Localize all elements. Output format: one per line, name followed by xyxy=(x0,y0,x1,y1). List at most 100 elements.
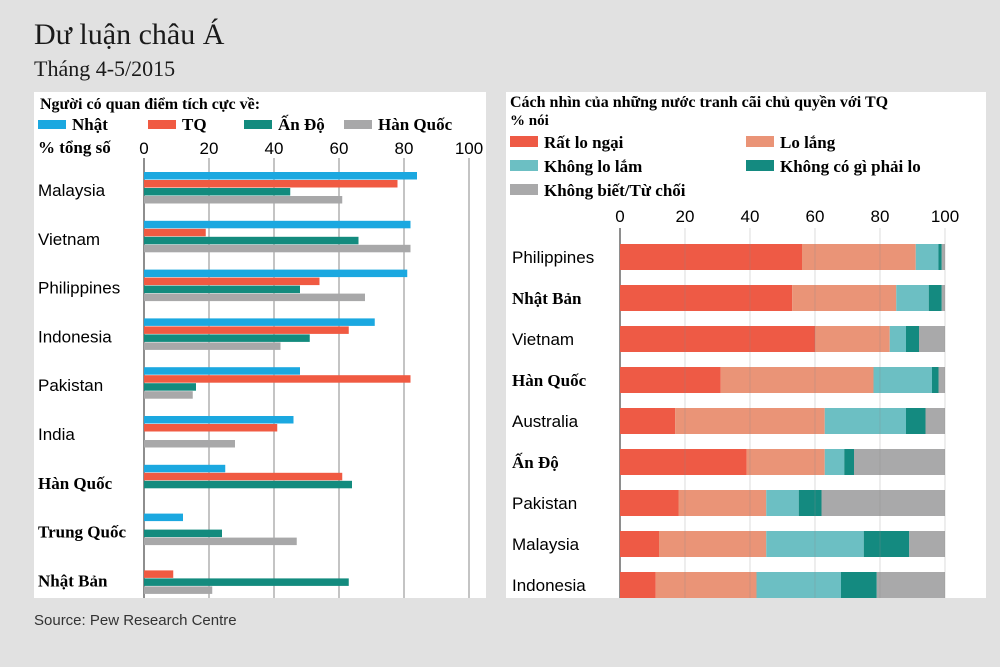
bar-indonesia-nhat xyxy=(144,318,375,326)
legend-label-rat-lo-ngai: Rất lo ngại xyxy=(544,133,624,152)
bar-malaysia-nhat xyxy=(144,172,417,180)
bar-vietnam-han-quoc xyxy=(144,244,411,253)
bar-trung-quoc-nhat xyxy=(144,513,183,522)
category-label: Philippines xyxy=(38,279,120,298)
bar-philippines-an-do xyxy=(144,285,300,294)
bar-australia-khong-lo-lam xyxy=(824,408,906,434)
favorability-chart: Người có quan điểm tích cực về: % tổng s… xyxy=(34,92,486,598)
category-label: Nhật Bản xyxy=(512,289,582,308)
bar-malaysia-tq xyxy=(144,180,398,188)
category-label: Hàn Quốc xyxy=(38,474,113,493)
x-tick-label: 60 xyxy=(806,207,825,226)
bar-an-do-khong-lo-lam xyxy=(824,449,845,475)
bar-an-do-khong-biet-tu-choi xyxy=(854,449,945,475)
category-label: Hàn Quốc xyxy=(512,371,587,390)
legend-swatch-khong-biet-tu-choi xyxy=(510,184,538,195)
legend-label-lo-lang: Lo lắng xyxy=(780,133,836,152)
x-tick-label: 0 xyxy=(615,207,624,226)
territorial-dispute-chart: Cách nhìn của những nước tranh cãi chủ q… xyxy=(506,92,986,598)
x-tick-label: 20 xyxy=(676,207,695,226)
category-label: Nhật Bản xyxy=(38,571,108,590)
bar-indonesia-khong-biet-tu-choi xyxy=(876,572,945,598)
legend-swatch-rat-lo-ngai xyxy=(510,136,538,147)
bar-trung-quoc-an-do xyxy=(144,529,222,538)
bar-vietnam-lo-lang xyxy=(815,326,890,352)
bar-vietnam-rat-lo-ngai xyxy=(620,326,815,352)
bar-pakistan-khong-biet-tu-choi xyxy=(821,490,945,516)
x-axis-label: % nói xyxy=(510,113,549,129)
bar-han-quoc-rat-lo-ngai xyxy=(620,367,721,393)
category-label: Vietnam xyxy=(38,230,100,249)
bar-philippines-nhat xyxy=(144,269,408,278)
category-label: Malaysia xyxy=(38,181,106,200)
bar-vietnam-nhat xyxy=(144,220,411,229)
legend-swatch-khong-lo-lam xyxy=(510,160,538,171)
legend-swatch-an-do xyxy=(244,120,272,129)
bar-philippines-tq xyxy=(144,277,320,286)
legend-label-khong-biet-tu-choi: Không biết/Từ chối xyxy=(544,181,686,200)
bar-an-do-khong-co-gi-phai-lo xyxy=(844,449,854,475)
legend-swatch-nhat xyxy=(38,120,66,129)
x-axis-label: % tổng số xyxy=(38,138,111,157)
category-label: Philippines xyxy=(512,248,594,267)
bar-malaysia-han-quoc xyxy=(144,196,343,204)
x-tick-label: 40 xyxy=(265,139,284,158)
category-label: Australia xyxy=(512,412,579,431)
bar-han-quoc-khong-lo-lam xyxy=(873,367,932,393)
chart-title: Cách nhìn của những nước tranh cãi chủ q… xyxy=(510,94,888,111)
bar-india-han-quoc xyxy=(144,440,235,448)
bar-nhat-ban-an-do xyxy=(144,578,349,586)
bar-philippines-han-quoc xyxy=(144,293,365,302)
bar-philippines-rat-lo-ngai xyxy=(620,244,802,270)
bar-han-quoc-an-do xyxy=(144,480,352,489)
x-tick-label: 0 xyxy=(139,139,148,158)
bar-nhat-ban-rat-lo-ngai xyxy=(620,285,793,311)
x-tick-label: 80 xyxy=(395,139,414,158)
bar-vietnam-khong-biet-tu-choi xyxy=(919,326,945,352)
bar-vietnam-khong-co-gi-phai-lo xyxy=(906,326,919,352)
bar-han-quoc-lo-lang xyxy=(720,367,874,393)
x-tick-label: 100 xyxy=(931,207,959,226)
bar-han-quoc-khong-biet-tu-choi xyxy=(938,367,945,393)
legend-label-nhat: Nhật xyxy=(72,115,108,134)
x-tick-label: 100 xyxy=(455,139,483,158)
bar-indonesia-han-quoc xyxy=(144,342,281,350)
bar-nhat-ban-tq xyxy=(144,570,174,578)
bar-malaysia-khong-biet-tu-choi xyxy=(909,531,945,557)
bar-pakistan-lo-lang xyxy=(678,490,767,516)
bar-indonesia-khong-co-gi-phai-lo xyxy=(841,572,877,598)
category-label: Pakistan xyxy=(512,494,577,513)
bar-nhat-ban-lo-lang xyxy=(792,285,897,311)
bar-vietnam-tq xyxy=(144,228,206,237)
bar-han-quoc-tq xyxy=(144,472,343,481)
bar-philippines-khong-biet-tu-choi xyxy=(941,244,945,270)
category-label: Trung Quốc xyxy=(38,523,126,542)
bar-han-quoc-nhat xyxy=(144,464,226,473)
bar-indonesia-rat-lo-ngai xyxy=(620,572,656,598)
bar-vietnam-khong-lo-lam xyxy=(889,326,906,352)
bar-trung-quoc-han-quoc xyxy=(144,537,297,546)
legend-label-an-do: Ấn Độ xyxy=(278,115,325,134)
bar-pakistan-nhat xyxy=(144,367,300,375)
bar-pakistan-han-quoc xyxy=(144,391,193,399)
x-tick-label: 60 xyxy=(330,139,349,158)
category-label: Indonesia xyxy=(38,327,112,346)
bar-australia-khong-co-gi-phai-lo xyxy=(906,408,926,434)
category-label: Indonesia xyxy=(512,576,586,595)
bar-indonesia-lo-lang xyxy=(655,572,757,598)
bar-malaysia-khong-co-gi-phai-lo xyxy=(863,531,910,557)
bar-nhat-ban-khong-biet-tu-choi xyxy=(941,285,945,311)
category-label: Pakistan xyxy=(38,376,103,395)
bar-indonesia-tq xyxy=(144,326,349,334)
bar-an-do-lo-lang xyxy=(746,449,825,475)
bar-pakistan-tq xyxy=(144,375,411,383)
source-note: Source: Pew Research Centre xyxy=(34,612,237,629)
page-subtitle: Tháng 4-5/2015 xyxy=(34,56,176,81)
bar-malaysia-lo-lang xyxy=(659,531,767,557)
bar-nhat-ban-khong-lo-lam xyxy=(896,285,929,311)
chart-title: Người có quan điểm tích cực về: xyxy=(40,96,260,113)
bar-indonesia-an-do xyxy=(144,334,310,342)
legend-label-tq: TQ xyxy=(182,115,207,134)
legend-swatch-lo-lang xyxy=(746,136,774,147)
